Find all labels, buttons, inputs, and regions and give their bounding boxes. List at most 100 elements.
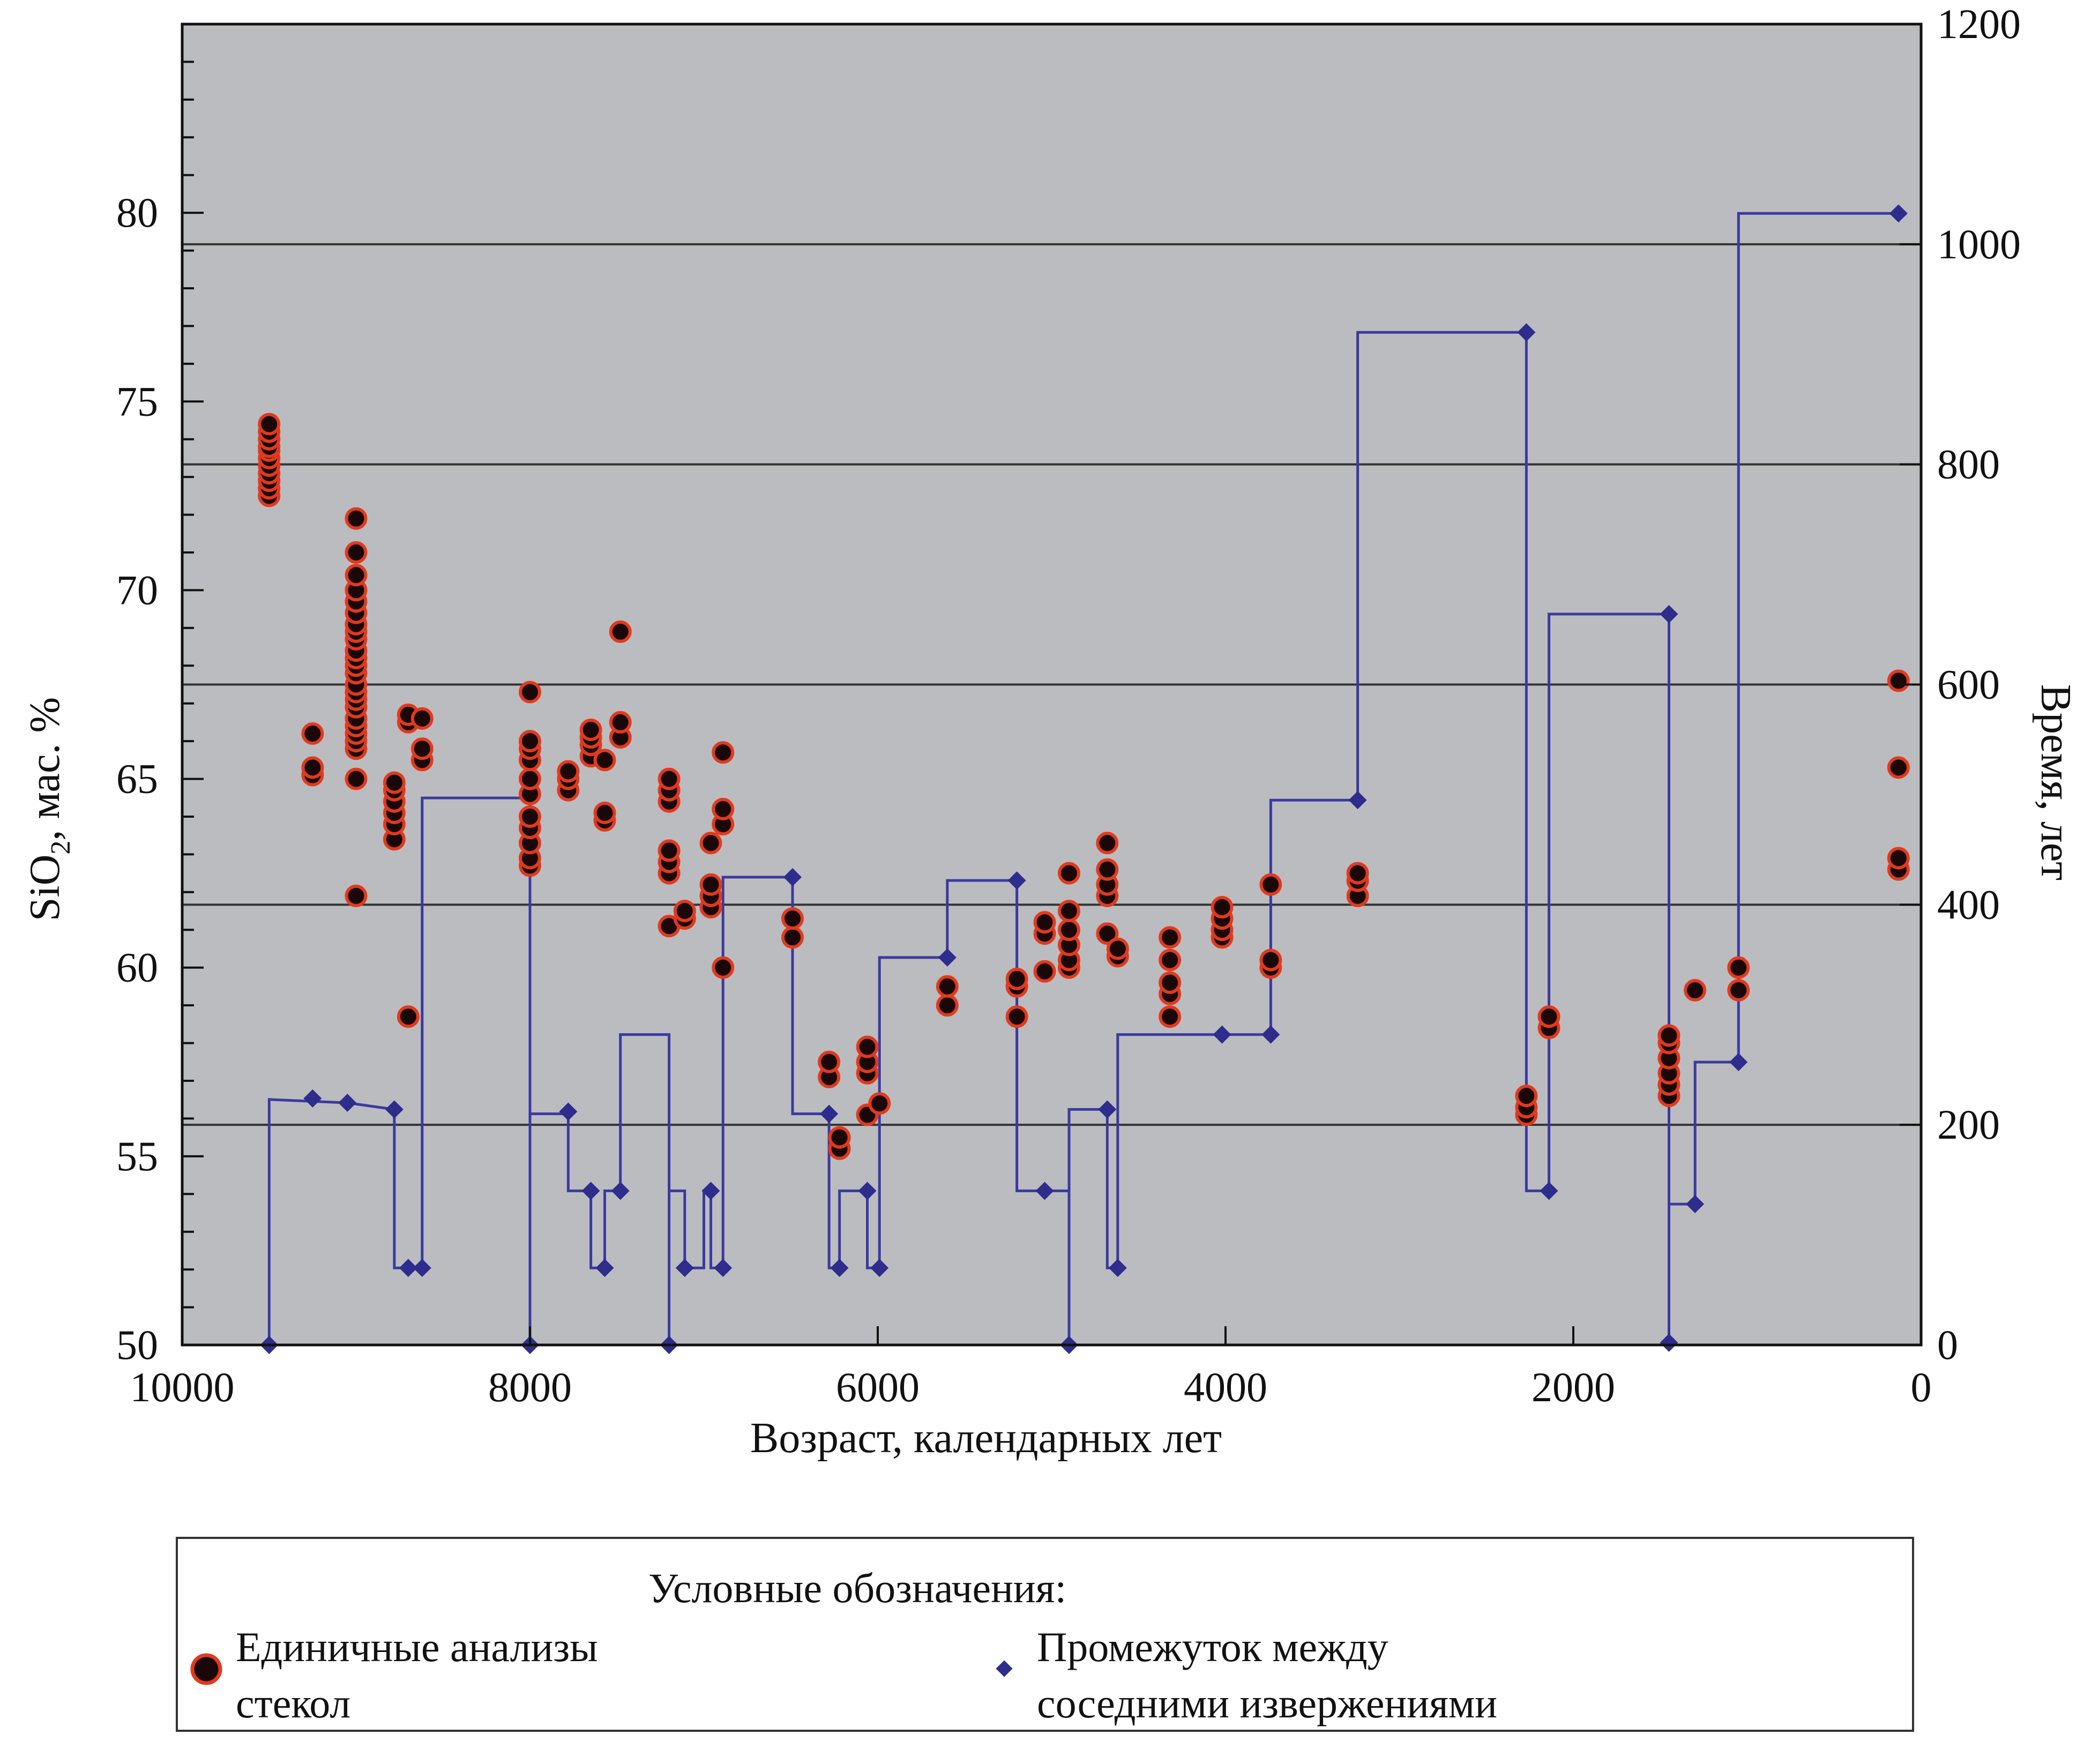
glass-analysis-point bbox=[410, 707, 434, 730]
bottom-axis-ticks: 10000 8000 6000 4000 2000 0 bbox=[130, 1326, 1932, 1410]
interval-point bbox=[1007, 871, 1026, 890]
interval-point bbox=[1348, 791, 1367, 810]
glass-analysis-point bbox=[1515, 1085, 1538, 1108]
glass-analysis-point bbox=[609, 620, 632, 643]
glass-analysis-point bbox=[699, 832, 722, 855]
glass-analysis-point bbox=[519, 681, 541, 704]
interval-point bbox=[1261, 1025, 1280, 1044]
glass-analysis-point bbox=[1005, 967, 1028, 990]
interval-point bbox=[595, 1259, 614, 1277]
interval-point bbox=[338, 1094, 357, 1112]
glass-analysis-point bbox=[345, 541, 368, 564]
y-left-tick-label: 55 bbox=[116, 1133, 158, 1179]
glass-analysis-point bbox=[345, 884, 368, 907]
glass-analysis-point bbox=[345, 767, 368, 790]
glass-analysis-point bbox=[712, 741, 735, 764]
legend-dot-line2: стекол bbox=[236, 1680, 350, 1726]
glass-analysis-point bbox=[699, 873, 722, 896]
y-right-tick-label: 400 bbox=[1937, 881, 2000, 928]
interval-point bbox=[1108, 1259, 1127, 1277]
glass-analysis-point bbox=[519, 805, 541, 828]
glass-analysis-point bbox=[519, 730, 541, 753]
x-tick-label: 0 bbox=[1911, 1364, 1932, 1410]
left-axis-ticks: 50 55 60 65 70 75 80 bbox=[116, 23, 204, 1368]
y-right-tick-label: 0 bbox=[1937, 1321, 1958, 1368]
interval-point bbox=[1660, 1333, 1678, 1352]
glass-analysis-point bbox=[1211, 896, 1234, 919]
glass-analysis-point bbox=[345, 564, 368, 587]
glass-analysis-point bbox=[1159, 1005, 1182, 1028]
glass-analysis-point bbox=[1159, 948, 1182, 971]
y-left-tick-label: 70 bbox=[116, 566, 158, 613]
interval-point bbox=[830, 1259, 849, 1277]
legend-diamond-line2: соседними извержениями bbox=[1037, 1680, 1497, 1726]
glass-analysis-point bbox=[1057, 918, 1080, 941]
glass-analysis-point bbox=[301, 756, 324, 779]
legend-diamond-line1: Промежуток между bbox=[1037, 1624, 1388, 1670]
interval-point bbox=[701, 1182, 720, 1200]
interval-point bbox=[938, 948, 957, 967]
y-left-tick-label: 60 bbox=[116, 944, 158, 991]
interval-point bbox=[820, 1104, 839, 1123]
glass-analysis-point bbox=[1346, 862, 1369, 885]
glass-analysis-point bbox=[1887, 756, 1910, 779]
glass-analysis-point bbox=[868, 1092, 891, 1115]
glass-analysis-point bbox=[1159, 971, 1182, 994]
glass-analysis-point bbox=[557, 760, 580, 783]
glass-analysis-point bbox=[258, 413, 281, 436]
x-tick-label: 8000 bbox=[488, 1364, 572, 1410]
y-left-tick-label: 65 bbox=[116, 756, 158, 802]
glass-analysis-point bbox=[658, 839, 681, 862]
y-left-title-sub: 2 bbox=[46, 841, 76, 855]
interval-point bbox=[1540, 1182, 1558, 1200]
diamond-markers bbox=[260, 204, 1908, 1354]
glass-analysis-point bbox=[301, 722, 324, 745]
interval-point bbox=[581, 1182, 600, 1200]
glass-analysis-point bbox=[1684, 978, 1707, 1001]
dot-markers bbox=[258, 413, 1910, 1160]
glass-analysis-point bbox=[383, 771, 406, 794]
interval-point bbox=[1098, 1100, 1117, 1119]
glass-analysis-point bbox=[593, 749, 616, 772]
glass-analysis-point bbox=[828, 1126, 851, 1149]
y-right-tick-label: 200 bbox=[1937, 1101, 2000, 1148]
glass-analysis-point bbox=[397, 1005, 420, 1028]
glass-analysis-point bbox=[1005, 1005, 1028, 1028]
glass-analysis-point bbox=[1033, 960, 1056, 983]
y-left-tick-label: 80 bbox=[116, 189, 158, 236]
glass-analysis-point bbox=[1537, 1005, 1560, 1028]
glass-analysis-point bbox=[1057, 900, 1080, 923]
interval-point bbox=[1729, 1053, 1748, 1072]
y-left-tick-label: 50 bbox=[116, 1321, 158, 1368]
glass-analysis-point bbox=[410, 737, 434, 760]
glass-analysis-point bbox=[1106, 937, 1129, 960]
glass-analysis-point bbox=[781, 926, 804, 949]
y-left-title-main: SiO bbox=[21, 855, 69, 922]
glass-analysis-point bbox=[673, 900, 696, 923]
glass-analysis-point bbox=[593, 801, 616, 824]
right-axis-ticks: 0 200 400 600 800 1000 1200 bbox=[1900, 1, 2021, 1368]
glass-analysis-point bbox=[519, 767, 541, 790]
y-right-tick-label: 1000 bbox=[1937, 221, 2021, 267]
glass-analysis-point bbox=[1096, 922, 1119, 945]
interval-point bbox=[870, 1259, 889, 1277]
glass-analysis-point bbox=[1259, 948, 1282, 971]
legend: Условные обозначения: Единичные анализы … bbox=[176, 1537, 1914, 1732]
x-tick-label: 10000 bbox=[130, 1364, 235, 1410]
glass-analysis-point bbox=[781, 907, 804, 930]
y-left-tick-label: 75 bbox=[116, 378, 158, 424]
x-tick-label: 2000 bbox=[1532, 1364, 1615, 1410]
glass-analysis-point bbox=[936, 994, 959, 1017]
glass-analysis-point bbox=[1657, 1024, 1680, 1047]
interval-point bbox=[1213, 1025, 1231, 1044]
glass-analysis-point bbox=[609, 711, 632, 734]
y-axis-right-title: Время, лет bbox=[2032, 684, 2079, 881]
glass-analysis-point bbox=[345, 507, 368, 530]
glass-analysis-point bbox=[712, 797, 735, 820]
glass-analysis-point bbox=[579, 719, 602, 742]
glass-analysis-point bbox=[712, 956, 735, 979]
legend-dot-line1: Единичные анализы bbox=[236, 1624, 598, 1670]
y-right-tick-label: 1200 bbox=[1937, 1, 2021, 47]
interval-point bbox=[559, 1102, 578, 1121]
interval-point bbox=[1035, 1182, 1054, 1200]
